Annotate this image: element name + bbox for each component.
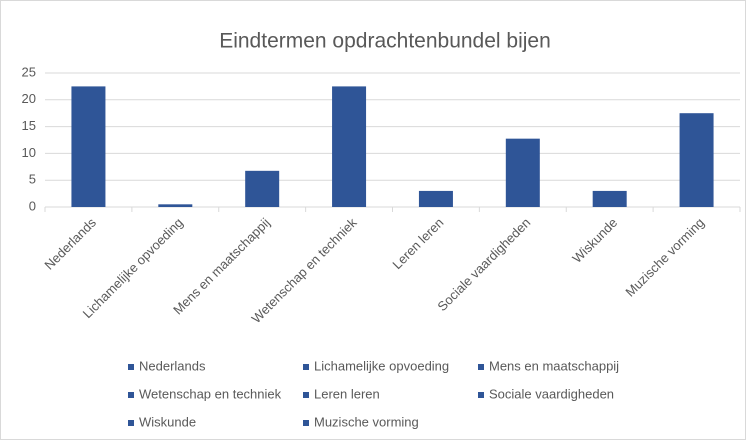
bar bbox=[418, 190, 453, 207]
legend-label: Mens en maatschappij bbox=[489, 358, 619, 373]
bar bbox=[245, 170, 280, 207]
bar bbox=[679, 113, 714, 207]
legend-label: Wiskunde bbox=[139, 414, 196, 429]
y-tick-label: 20 bbox=[22, 91, 36, 106]
bar bbox=[505, 138, 540, 207]
y-tick-label: 15 bbox=[22, 118, 36, 133]
legend-label: Nederlands bbox=[139, 358, 206, 373]
legend-marker bbox=[478, 364, 484, 370]
legend-label: Sociale vaardigheden bbox=[489, 386, 614, 401]
bar bbox=[71, 86, 106, 207]
legend-marker bbox=[303, 364, 309, 370]
y-tick-label: 10 bbox=[22, 145, 36, 160]
legend-marker bbox=[478, 392, 484, 398]
y-tick-label: 5 bbox=[29, 172, 36, 187]
legend-label: Muzische vorming bbox=[314, 414, 419, 429]
bar bbox=[332, 86, 367, 207]
bar bbox=[158, 204, 193, 207]
legend-label: Wetenschap en techniek bbox=[139, 386, 282, 401]
bar bbox=[592, 190, 627, 207]
y-tick-label: 0 bbox=[29, 198, 36, 213]
legend-marker bbox=[303, 420, 309, 426]
legend-marker bbox=[128, 392, 134, 398]
legend-marker bbox=[128, 420, 134, 426]
legend-label: Leren leren bbox=[314, 386, 380, 401]
legend-label: Lichamelijke opvoeding bbox=[314, 358, 449, 373]
legend-marker bbox=[303, 392, 309, 398]
chart-title: Eindtermen opdrachtenbundel bijen bbox=[219, 30, 551, 53]
y-tick-label: 25 bbox=[22, 64, 36, 79]
legend-marker bbox=[128, 364, 134, 370]
